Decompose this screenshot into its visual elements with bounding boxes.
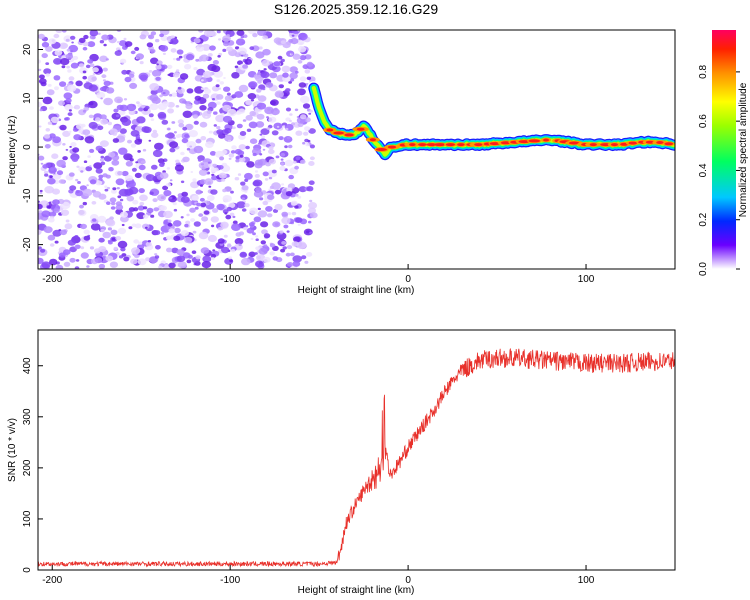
snr-y-label: SNR (10 * v/v) [7,418,18,482]
colorbar-tick-label: 0.8 [698,64,709,78]
spectrogram-x-label: Height of straight line (km) [298,285,415,296]
spectrogram-y-tick-label: 20 [22,44,33,56]
snr-y-tick-label: 200 [22,459,33,476]
spectrogram-x-tick-label: 0 [405,274,411,285]
colorbar-label: Normalized spectral amplitude [738,82,749,217]
noise-speckle [38,30,318,269]
snr-series-line [38,348,675,568]
colorbar-ticks: 0.0 0.2 0.4 0.6 0.8 [698,64,740,276]
colorbar: 0.0 0.2 0.4 0.6 0.8 Normalized spectral ampl… [698,30,749,276]
spectrogram-plot-area [38,30,675,269]
spectrogram-x-tick-label: 100 [578,274,595,285]
colorbar-gradient [712,30,736,269]
spectrogram-y-tick-label: -20 [22,237,33,252]
colorbar-tick-label: 0.2 [698,212,709,226]
snr-y-tick-label: 0 [22,567,33,573]
figure-title: S126.2025.359.12.16.G29 [274,1,438,17]
snr-x-tick-label: 100 [578,575,595,586]
snr-ticks: -200 -100 0 100 0 100 200 300 400 [22,357,595,586]
spectrogram-y-tick-label: 10 [22,92,33,104]
ridge-hotspots [323,126,675,152]
spectrogram-x-tick-label: -200 [42,274,62,285]
snr-panel: -200 -100 0 100 0 100 200 300 400 Height of stra… [7,329,676,596]
snr-y-tick-label: 100 [22,510,33,527]
snr-y-tick-label: 400 [22,357,33,374]
snr-plot-area [38,348,675,568]
snr-x-tick-label: 0 [405,575,411,586]
snr-y-tick-label: 300 [22,408,33,425]
colorbar-tick-label: 0.4 [698,163,709,177]
colorbar-tick-label: 0.6 [698,114,709,128]
spectrogram-y-label: Frequency (Hz) [7,116,18,185]
spectrogram-y-tick-label: 0 [22,144,33,150]
spectrogram-y-tick-label: -10 [22,188,33,203]
snr-frame [37,329,676,571]
snr-x-tick-label: -200 [42,575,62,586]
snr-x-tick-label: -100 [220,575,240,586]
colorbar-tick-label: 0.0 [698,262,709,276]
spectrogram-x-tick-label: -100 [220,274,240,285]
spectrogram-frame [37,29,676,270]
snr-x-label: Height of straight line (km) [298,585,415,596]
